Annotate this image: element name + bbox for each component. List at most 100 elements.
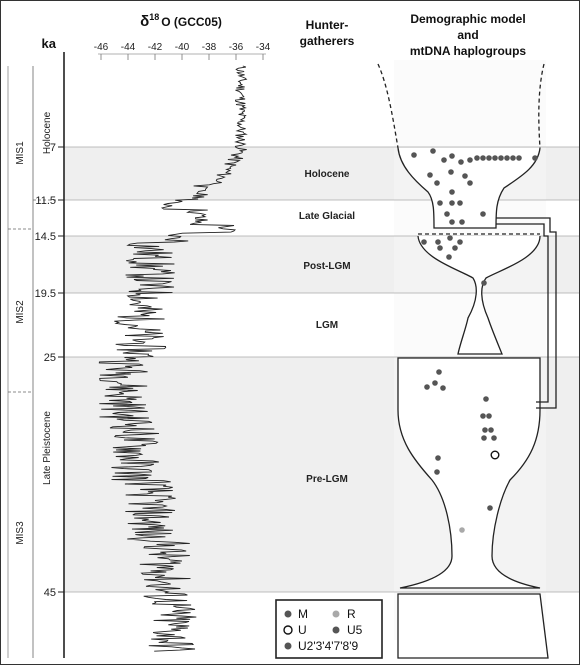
d18o-tick-label: -44 bbox=[121, 42, 136, 53]
d18o-title-delta: δ bbox=[140, 13, 149, 30]
haplogroup-dot bbox=[441, 157, 447, 163]
ka-tick-label: 45 bbox=[44, 587, 56, 599]
legend-u2-marker bbox=[284, 642, 292, 650]
d18o-tick-label: -38 bbox=[202, 42, 217, 53]
haplogroup-dot bbox=[532, 155, 538, 161]
period-label-post-lgm: Post-LGM bbox=[303, 261, 350, 272]
period-label-lgm: LGM bbox=[316, 320, 338, 331]
legend-u-label: U bbox=[298, 623, 307, 637]
haplogroup-dot bbox=[457, 200, 463, 206]
haplogroup-dot bbox=[436, 369, 442, 375]
haplogroup-dot bbox=[480, 211, 486, 217]
holocene-epoch-label: Holocene bbox=[42, 111, 53, 154]
d18o-title: δ18 O (GCC05) bbox=[140, 12, 222, 30]
haplogroup-r-dot bbox=[459, 527, 465, 533]
haplogroup-dot bbox=[488, 427, 494, 433]
haplogroup-dot bbox=[435, 239, 441, 245]
haplogroup-dot bbox=[487, 505, 493, 511]
haplogroup-dot bbox=[435, 455, 441, 461]
haplogroup-dot bbox=[482, 427, 488, 433]
period-label-holocene: Holocene bbox=[304, 169, 349, 180]
ka-tick-label: 14.5 bbox=[35, 231, 56, 243]
haplogroup-dot bbox=[458, 159, 464, 165]
legend-r-label: R bbox=[347, 607, 356, 621]
haplogroup-dot bbox=[481, 435, 487, 441]
mis3-label: MIS3 bbox=[15, 521, 26, 545]
d18o-tick-label: -36 bbox=[229, 42, 244, 53]
haplogroup-dot bbox=[481, 280, 487, 286]
haplogroup-dot bbox=[516, 155, 522, 161]
ka-axis-label: ka bbox=[42, 36, 57, 51]
haplogroup-dot bbox=[492, 155, 498, 161]
haplogroup-dot bbox=[427, 172, 433, 178]
legend-u5-label: U5 bbox=[347, 623, 363, 637]
haplogroup-dot bbox=[467, 157, 473, 163]
d18o-tick-label: -34 bbox=[256, 42, 271, 53]
haplogroup-dot bbox=[474, 155, 480, 161]
model-pre-lgm-chamber bbox=[397, 357, 541, 589]
model-post-lgm-chamber bbox=[417, 235, 541, 355]
haplogroup-dot bbox=[437, 245, 443, 251]
legend-u2-label: U2'3'4'7'8'9 bbox=[298, 639, 358, 653]
haplogroup-dot bbox=[421, 239, 427, 245]
haplogroup-dot bbox=[434, 180, 440, 186]
haplogroup-dot bbox=[448, 169, 454, 175]
legend-m-label: M bbox=[298, 607, 308, 621]
mis2-label: MIS2 bbox=[15, 300, 26, 324]
haplogroup-dot bbox=[457, 239, 463, 245]
ka-ticks: 7 11.5 14.5 19.5 25 45 bbox=[35, 142, 64, 599]
haplogroup-dot bbox=[480, 155, 486, 161]
d18o-tick-label: -46 bbox=[94, 42, 109, 53]
haplogroup-dot bbox=[452, 245, 458, 251]
hunter-gatherers-title-line2: gatherers bbox=[300, 34, 355, 48]
d18o-tick-label: -40 bbox=[175, 42, 190, 53]
haplogroup-dot bbox=[510, 155, 516, 161]
period-label-pre-lgm: Pre-LGM bbox=[306, 474, 348, 485]
model-title-line2: and bbox=[457, 28, 478, 42]
haplogroup-dot bbox=[462, 173, 468, 179]
haplogroup-dot bbox=[411, 152, 417, 158]
d18o-tick-label: -42 bbox=[148, 42, 163, 53]
haplogroup-dots bbox=[411, 148, 538, 533]
period-label-late-glacial: Late Glacial bbox=[299, 211, 355, 222]
ka-tick-label: 11.5 bbox=[35, 195, 56, 207]
d18o-curve bbox=[98, 65, 248, 652]
d18o-axis: -46 -44 -42 -40 -38 -36 -34 bbox=[94, 42, 271, 60]
haplogroup-dot bbox=[449, 219, 455, 225]
haplogroup-dot bbox=[459, 219, 465, 225]
haplogroup-dot bbox=[432, 380, 438, 386]
haplogroup-dot bbox=[483, 396, 489, 402]
haplogroup-dot bbox=[449, 200, 455, 206]
haplogroup-dot bbox=[444, 211, 450, 217]
legend-m-marker bbox=[284, 610, 292, 618]
haplogroup-dot bbox=[486, 155, 492, 161]
haplogroup-dot bbox=[480, 413, 486, 419]
hunter-gatherers-title-line1: Hunter- bbox=[306, 18, 349, 32]
model-title-line1: Demographic model bbox=[410, 12, 525, 26]
legend: M R U U5 U2'3'4'7'8'9 bbox=[275, 599, 383, 659]
haplogroup-dot bbox=[430, 148, 436, 154]
haplogroup-dot bbox=[447, 235, 453, 241]
haplogroup-dot bbox=[424, 384, 430, 390]
legend-u5-marker bbox=[332, 626, 340, 634]
haplogroup-dot bbox=[467, 180, 473, 186]
haplogroup-dot bbox=[504, 155, 510, 161]
ka-tick-label: 19.5 bbox=[35, 288, 56, 300]
d18o-title-sup: 18 bbox=[149, 12, 159, 22]
haplogroup-dot bbox=[491, 435, 497, 441]
haplogroup-dot bbox=[434, 469, 440, 475]
model-early-dashed-flare bbox=[377, 63, 545, 149]
haplogroup-dot bbox=[498, 155, 504, 161]
haplogroup-u-dot bbox=[490, 450, 500, 460]
late-pleistocene-epoch-label: Late Pleistocene bbox=[42, 411, 53, 485]
legend-box bbox=[275, 599, 383, 659]
haplogroup-dot bbox=[446, 254, 452, 260]
model-connector-inner bbox=[496, 223, 549, 403]
model-holocene-chamber bbox=[397, 147, 541, 229]
haplogroup-dot bbox=[449, 189, 455, 195]
model-connector-outer bbox=[496, 217, 557, 409]
legend-r-marker bbox=[332, 610, 340, 618]
ka-tick-label: 7 bbox=[50, 142, 56, 154]
mis1-label: MIS1 bbox=[15, 141, 26, 165]
